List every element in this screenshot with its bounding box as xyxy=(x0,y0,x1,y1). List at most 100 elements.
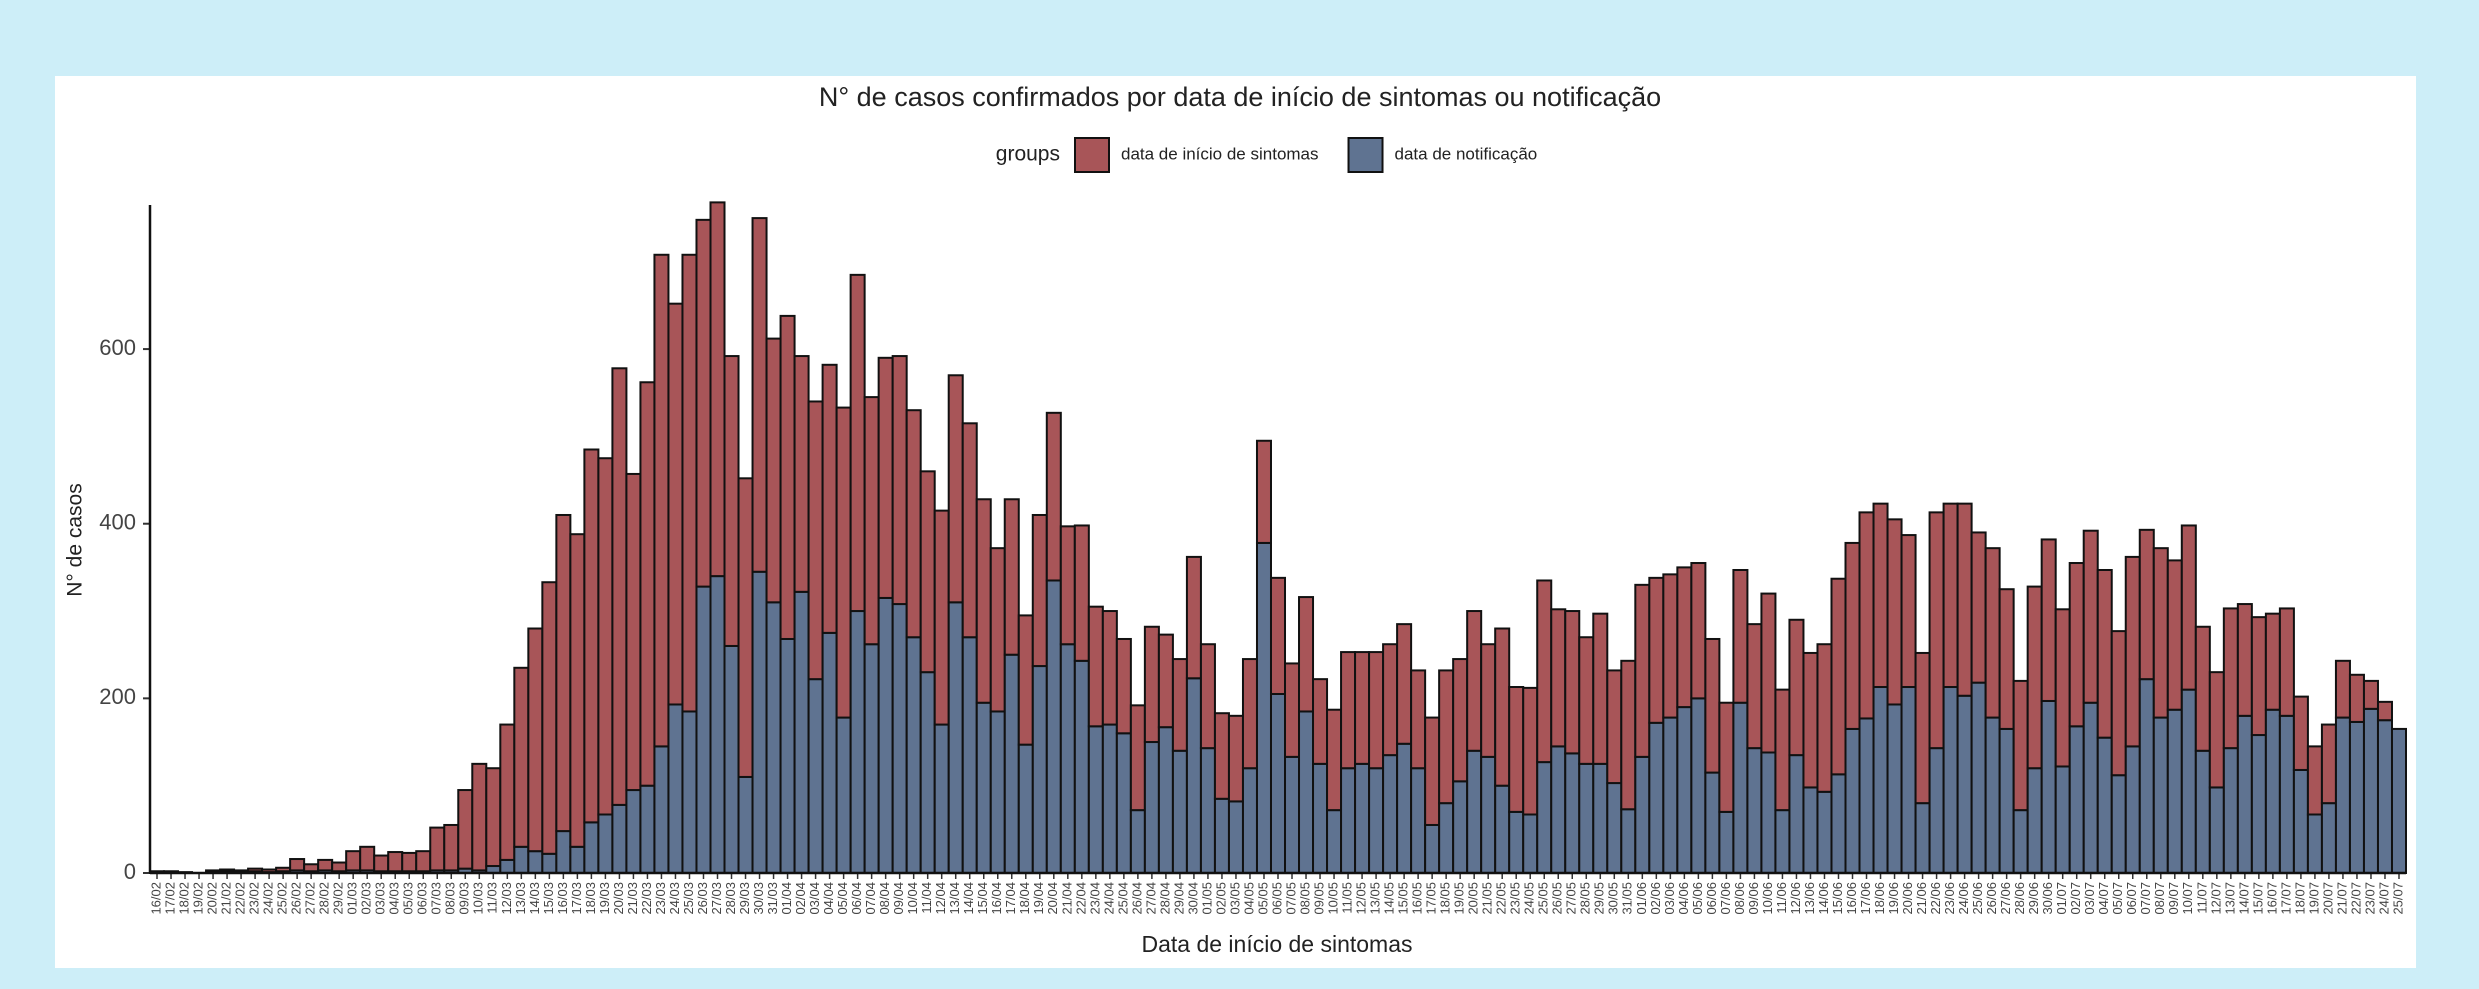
bar xyxy=(2040,699,2057,874)
x-tick-label: 06/04 xyxy=(849,882,864,915)
bar xyxy=(2278,607,2295,717)
bar xyxy=(1606,782,1623,874)
x-tick-label: 25/04 xyxy=(1115,882,1130,915)
x-tick-label: 29/03 xyxy=(737,882,752,915)
bar xyxy=(2390,727,2407,874)
bar xyxy=(2026,585,2043,770)
bar xyxy=(485,767,502,868)
bar xyxy=(1970,681,1987,875)
bar xyxy=(1017,614,1034,746)
x-tick-label: 19/06 xyxy=(1886,882,1901,915)
bar xyxy=(1143,741,1160,874)
bar xyxy=(2376,700,2393,722)
bar xyxy=(1662,573,1679,719)
x-tick-label: 04/05 xyxy=(1241,882,1256,915)
bar xyxy=(779,314,796,640)
bar xyxy=(1508,810,1525,874)
x-tick-label: 03/04 xyxy=(807,882,822,915)
bar xyxy=(1199,747,1216,874)
x-tick-label: 28/03 xyxy=(723,882,738,915)
bar xyxy=(2082,701,2099,874)
bar xyxy=(2096,568,2113,739)
bar xyxy=(835,716,852,875)
bar xyxy=(1003,498,1020,656)
x-tick-label: 10/05 xyxy=(1325,882,1340,915)
bar xyxy=(1592,612,1609,765)
bar xyxy=(863,643,880,874)
bar xyxy=(1648,721,1665,874)
bar xyxy=(905,636,922,874)
bar xyxy=(1494,784,1511,875)
x-tick-label: 25/02 xyxy=(275,882,290,915)
x-tick-label: 14/07 xyxy=(2236,882,2251,915)
bar xyxy=(415,850,432,873)
bar xyxy=(1312,762,1329,874)
bar xyxy=(1410,767,1427,875)
x-tick-label: 11/03 xyxy=(485,882,500,914)
bar xyxy=(681,253,698,713)
x-tick-label: 10/06 xyxy=(1760,882,1775,915)
x-tick-label: 04/04 xyxy=(821,882,836,915)
bar xyxy=(737,775,754,874)
x-tick-label: 18/07 xyxy=(2292,882,2307,915)
bar xyxy=(1872,686,1889,875)
bar xyxy=(1998,727,2015,874)
bar xyxy=(1886,518,1903,706)
bar xyxy=(1073,659,1090,874)
bar xyxy=(751,217,768,573)
bar xyxy=(345,850,362,872)
x-tick-label: 07/03 xyxy=(429,882,444,915)
x-tick-label: 04/06 xyxy=(1676,882,1691,915)
bar xyxy=(1606,669,1623,785)
bar xyxy=(1438,669,1455,805)
x-tick-label: 25/03 xyxy=(681,882,696,915)
bar xyxy=(2082,529,2099,704)
bar xyxy=(1031,665,1048,874)
bar xyxy=(947,601,964,874)
bar xyxy=(2334,659,2351,719)
bar xyxy=(667,302,684,706)
bar xyxy=(1410,669,1427,770)
bar xyxy=(2068,562,2085,728)
bar xyxy=(2026,767,2043,875)
bar xyxy=(1312,678,1329,765)
x-tick-label: 14/04 xyxy=(961,882,976,915)
x-tick-label: 24/05 xyxy=(1522,882,1537,915)
x-tick-label: 25/05 xyxy=(1536,882,1551,915)
x-tick-label: 01/07 xyxy=(2054,882,2069,915)
bar xyxy=(2348,720,2365,875)
bar xyxy=(1774,688,1791,812)
bar xyxy=(1438,802,1455,875)
bar xyxy=(793,355,810,593)
x-tick-label: 19/07 xyxy=(2306,882,2321,915)
bar xyxy=(2110,630,2127,777)
x-tick-label: 21/06 xyxy=(1914,882,1929,915)
bar xyxy=(1858,717,1875,874)
bar xyxy=(513,666,530,848)
x-tick-label: 05/04 xyxy=(835,882,850,915)
bar xyxy=(527,627,544,853)
y-tick-label: 200 xyxy=(99,684,136,709)
bar xyxy=(2040,538,2057,702)
x-tick-label: 01/03 xyxy=(345,882,360,915)
bar xyxy=(2236,714,2253,875)
x-tick-label: 16/02 xyxy=(148,882,163,915)
bar xyxy=(1564,752,1581,874)
x-tick-label: 20/04 xyxy=(1045,882,1060,915)
bar xyxy=(779,637,796,874)
bar xyxy=(2362,679,2379,710)
bar xyxy=(639,381,656,787)
x-tick-label: 12/06 xyxy=(1788,882,1803,915)
x-tick-label: 13/07 xyxy=(2222,882,2237,915)
x-tick-label: 24/04 xyxy=(1101,882,1116,915)
x-tick-label: 07/06 xyxy=(1718,882,1733,915)
bar xyxy=(1914,651,1931,805)
bar xyxy=(835,406,852,719)
bar xyxy=(1830,577,1847,776)
x-tick-label: 20/05 xyxy=(1466,882,1481,915)
bar xyxy=(1984,716,2001,875)
bar xyxy=(1942,686,1959,875)
x-tick-label: 15/05 xyxy=(1396,882,1411,915)
chart-title: N° de casos confirmados por data de iníc… xyxy=(819,82,1661,112)
x-tick-label: 08/05 xyxy=(1297,882,1312,915)
